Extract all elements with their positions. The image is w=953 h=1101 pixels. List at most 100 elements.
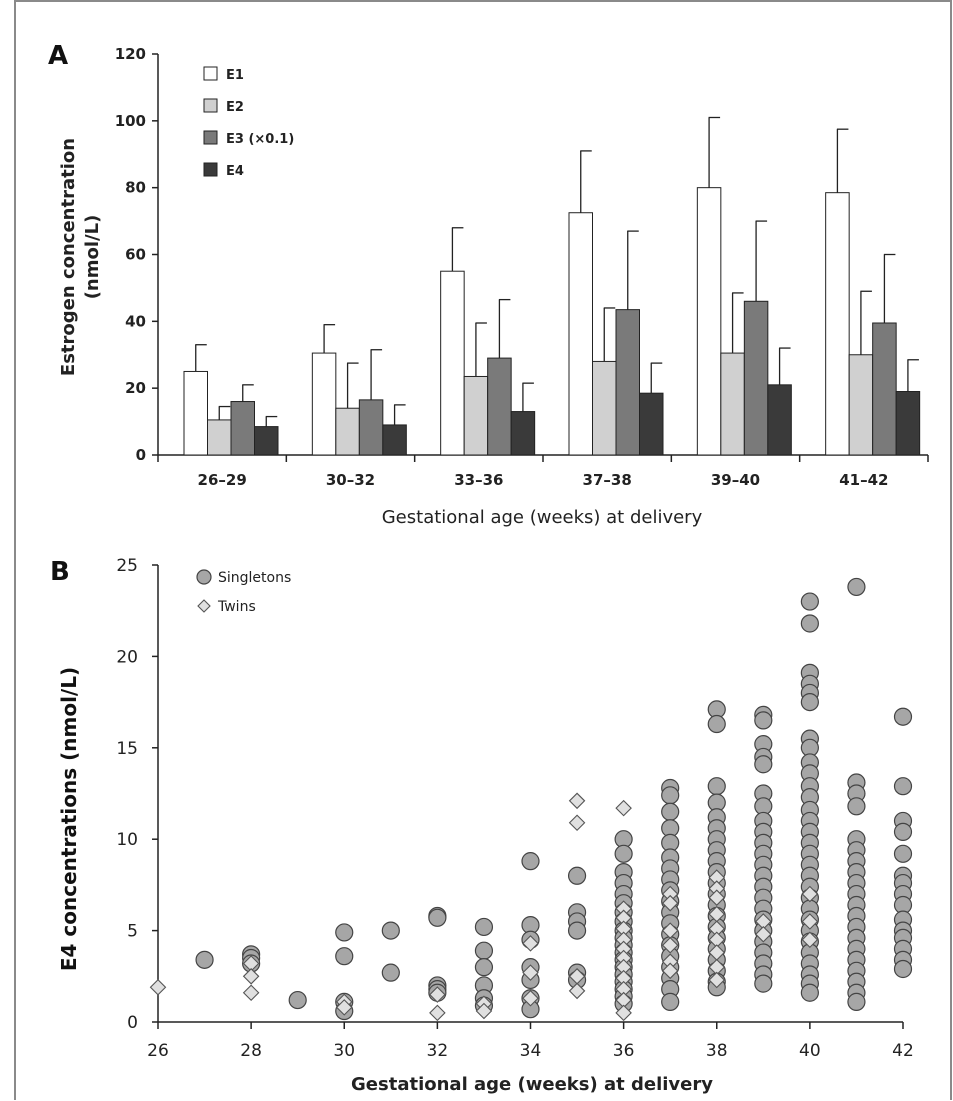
panel-a-xlabel: Gestational age (weeks) at delivery xyxy=(382,507,703,528)
panel-a-legend-swatch xyxy=(203,66,218,81)
panel-b-letter: B xyxy=(50,557,70,587)
twin-point xyxy=(429,1004,446,1022)
singleton-point xyxy=(800,983,819,1002)
singleton-point xyxy=(754,974,773,993)
singleton-point xyxy=(847,577,866,597)
panel-b-xtick-label: 34 xyxy=(520,1041,542,1061)
panel-a-ylabel-line1: Estrogen concentration xyxy=(58,138,79,376)
panel-a-bar-e4 xyxy=(254,426,279,456)
panel-a-legend-label: E3 (×0.1) xyxy=(226,132,294,147)
panel-a-bar-e1 xyxy=(440,270,465,456)
twin-point xyxy=(755,925,772,943)
panel-a-bar-e2 xyxy=(463,375,489,456)
panel-a-ytick-label: 40 xyxy=(125,312,146,330)
panel-a-bar-e3 xyxy=(230,401,255,456)
singleton-point xyxy=(335,923,354,942)
panel-b-chart: 0 5 10 15 20 25 26 28 30 32 34 36 38 40 42 Singletons Tw… xyxy=(116,556,913,1061)
panel-b-ytick-label: 15 xyxy=(116,739,138,759)
panel-a-legend-label: E4 xyxy=(226,164,244,179)
singleton-point xyxy=(428,908,447,927)
twin-point xyxy=(568,792,586,810)
singleton-point xyxy=(800,592,819,611)
panel-a-ytick-label: 20 xyxy=(125,379,146,397)
panel-b-xtick-label: 36 xyxy=(613,1041,635,1061)
singleton-point xyxy=(707,777,726,796)
panel-a-category-label: 26–29 xyxy=(198,471,247,489)
panel-a-bar-e4 xyxy=(639,392,664,456)
panel-a-ytick-label: 80 xyxy=(125,179,146,197)
panel-b-legend-twins-marker xyxy=(197,599,211,613)
singleton-point xyxy=(614,844,633,863)
twin-point xyxy=(801,913,819,930)
panel-a-bar-e3 xyxy=(743,300,769,456)
twin-point xyxy=(801,885,819,903)
panel-b-legend-singletons-label: Singletons xyxy=(218,570,291,586)
panel-a-legend-label: E1 xyxy=(226,68,244,83)
twin-point xyxy=(429,986,446,1003)
panel-a-category-label: 39–40 xyxy=(711,471,760,489)
singleton-point xyxy=(893,959,913,979)
panel-a-category-label: 41–42 xyxy=(839,471,888,489)
panel-a-bar-e1 xyxy=(696,187,722,456)
twin-point xyxy=(708,971,726,989)
singleton-point xyxy=(893,707,913,726)
panel-a-bar-e2 xyxy=(848,354,874,456)
panel-a-bar-e4 xyxy=(895,391,921,456)
panel-a-bar-e1 xyxy=(825,192,850,456)
panel-b-legend-singletons-marker xyxy=(196,569,212,585)
singleton-point xyxy=(381,963,400,982)
twin-point xyxy=(522,935,539,952)
twin-point xyxy=(242,968,260,985)
singleton-point xyxy=(381,921,400,940)
singleton-point xyxy=(335,947,354,966)
panel-a-category-label: 37–38 xyxy=(583,471,632,489)
singleton-point xyxy=(474,958,494,977)
singleton-point xyxy=(847,992,866,1011)
panel-b-xtick-label: 32 xyxy=(427,1041,449,1061)
twin-point xyxy=(661,962,679,980)
singleton-point xyxy=(707,714,726,734)
panel-a-ytick-label: 120 xyxy=(115,45,146,63)
singleton-point xyxy=(661,786,680,805)
panel-a-bar-e3 xyxy=(615,309,640,456)
singleton-point xyxy=(195,950,214,969)
panel-a-bar-e3 xyxy=(358,399,384,456)
twin-point xyxy=(568,814,586,832)
singleton-point xyxy=(567,921,587,940)
panel-b-ytick-label: 5 xyxy=(127,922,138,942)
panel-a-ytick-label: 60 xyxy=(125,246,146,264)
panel-b-ytick-label: 0 xyxy=(127,1013,138,1033)
twin-point xyxy=(801,931,819,949)
twin-point xyxy=(615,1004,632,1022)
panel-b-xtick-label: 28 xyxy=(240,1041,262,1061)
panel-a-bar-e1 xyxy=(568,212,593,456)
twin-point xyxy=(522,989,539,1007)
singleton-point xyxy=(567,866,587,885)
panel-a-ylabel-line2: (nmol/L) xyxy=(82,215,103,300)
singleton-point xyxy=(661,802,680,821)
singleton-point xyxy=(847,797,866,816)
panel-b-xtick-label: 42 xyxy=(892,1041,914,1061)
panel-a-chart: 0 20 40 60 80 100 120 26–29 30–32 33–36 37–38 39–40… xyxy=(115,45,929,489)
singleton-point xyxy=(521,852,540,871)
singleton-point xyxy=(800,692,819,712)
panel-b-ylabel: E4 concentrations (nmol/L) xyxy=(57,667,81,971)
singleton-point xyxy=(800,614,819,633)
panel-b-xtick-label: 38 xyxy=(706,1041,728,1061)
panel-a-bar-e3 xyxy=(872,322,897,456)
panel-a-ytick-label: 0 xyxy=(136,446,146,464)
singleton-point xyxy=(474,941,494,960)
singleton-point xyxy=(474,917,494,937)
twin-point xyxy=(568,982,586,1000)
twin-point xyxy=(615,799,632,817)
panel-a-bar-e3 xyxy=(487,357,512,456)
singleton-point xyxy=(893,777,913,796)
panel-a-legend-swatch xyxy=(203,98,218,113)
twin-point xyxy=(242,984,260,1002)
panel-a-bar-e2 xyxy=(335,407,360,456)
panel-b-xlabel: Gestational age (weeks) at delivery xyxy=(351,1074,713,1095)
panel-b-ytick-label: 20 xyxy=(116,647,138,667)
panel-b-ytick-label: 10 xyxy=(116,830,138,850)
panel-a-ytick-label: 100 xyxy=(115,112,146,130)
